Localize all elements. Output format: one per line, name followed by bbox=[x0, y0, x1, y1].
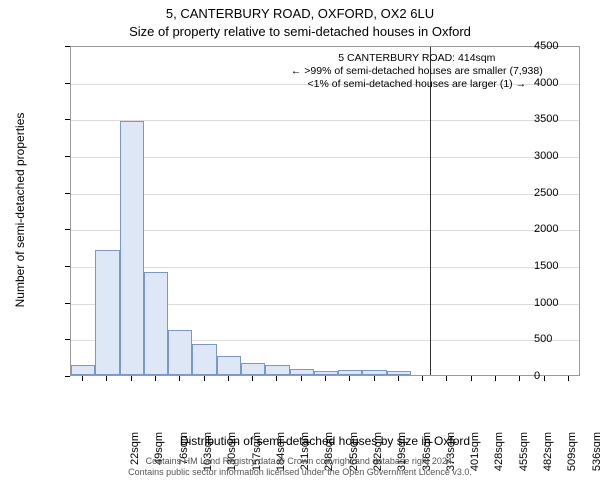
xtick-mark bbox=[325, 376, 326, 381]
xtick-mark bbox=[398, 376, 399, 381]
gridline bbox=[71, 120, 579, 121]
annotation-line-1: 5 CANTERBURY ROAD: 414sqm bbox=[264, 52, 570, 65]
xtick-mark bbox=[228, 376, 229, 381]
xtick-mark bbox=[446, 376, 447, 381]
ytick-label: 3500 bbox=[534, 113, 596, 125]
ytick-label: 500 bbox=[534, 333, 596, 345]
ytick-mark bbox=[65, 46, 70, 47]
ytick-mark bbox=[65, 339, 70, 340]
histogram-bar bbox=[265, 365, 289, 375]
y-axis-label: Number of semi-detached properties bbox=[13, 100, 27, 320]
histogram-bar bbox=[192, 344, 216, 375]
ytick-label: 1000 bbox=[534, 297, 596, 309]
gridline bbox=[71, 267, 579, 268]
xtick-mark bbox=[495, 376, 496, 381]
xtick-mark bbox=[82, 376, 83, 381]
ytick-mark bbox=[65, 303, 70, 304]
footer-line-2: Contains public sector information licen… bbox=[0, 467, 600, 478]
property-size-histogram: 5, CANTERBURY ROAD, OXFORD, OX2 6LU Size… bbox=[0, 0, 600, 500]
ytick-label: 2500 bbox=[534, 187, 596, 199]
gridline bbox=[71, 230, 579, 231]
histogram-bar bbox=[338, 370, 362, 375]
ytick-mark bbox=[65, 83, 70, 84]
xtick-mark bbox=[252, 376, 253, 381]
histogram-bar bbox=[120, 121, 144, 375]
histogram-bar bbox=[95, 250, 119, 375]
gridline bbox=[71, 157, 579, 158]
subject-marker-line bbox=[430, 47, 431, 375]
ytick-mark bbox=[65, 266, 70, 267]
gridline bbox=[71, 194, 579, 195]
histogram-bar bbox=[71, 365, 95, 375]
xtick-mark bbox=[131, 376, 132, 381]
ytick-label: 2000 bbox=[534, 223, 596, 235]
xtick-mark bbox=[471, 376, 472, 381]
chart-title-address: 5, CANTERBURY ROAD, OXFORD, OX2 6LU bbox=[0, 6, 600, 21]
subject-annotation: 5 CANTERBURY ROAD: 414sqm← >99% of semi-… bbox=[264, 52, 570, 91]
annotation-line-3: <1% of semi-detached houses are larger (… bbox=[264, 78, 570, 91]
xtick-mark bbox=[422, 376, 423, 381]
histogram-bar bbox=[144, 272, 168, 375]
histogram-bar bbox=[168, 330, 192, 375]
ytick-mark bbox=[65, 376, 70, 377]
chart-subtitle: Size of property relative to semi-detach… bbox=[0, 24, 600, 39]
xtick-mark bbox=[568, 376, 569, 381]
attribution-footer: Contains HM Land Registry data © Crown c… bbox=[0, 456, 600, 479]
xtick-mark bbox=[204, 376, 205, 381]
ytick-label: 1500 bbox=[534, 260, 596, 272]
xtick-mark bbox=[519, 376, 520, 381]
histogram-bar bbox=[314, 371, 338, 375]
histogram-bar bbox=[387, 371, 411, 375]
plot-area bbox=[70, 46, 580, 376]
xtick-mark bbox=[301, 376, 302, 381]
xtick-mark bbox=[106, 376, 107, 381]
ytick-label: 3000 bbox=[534, 150, 596, 162]
xtick-mark bbox=[374, 376, 375, 381]
histogram-bar bbox=[217, 356, 241, 375]
xtick-mark bbox=[349, 376, 350, 381]
xtick-mark bbox=[155, 376, 156, 381]
xtick-mark bbox=[179, 376, 180, 381]
x-axis-label: Distribution of semi-detached houses by … bbox=[70, 434, 580, 448]
ytick-mark bbox=[65, 229, 70, 230]
footer-line-1: Contains HM Land Registry data © Crown c… bbox=[0, 456, 600, 467]
histogram-bar bbox=[241, 363, 265, 375]
histogram-bar bbox=[362, 370, 386, 375]
xtick-mark bbox=[544, 376, 545, 381]
histogram-bar bbox=[290, 369, 314, 375]
ytick-label: 4500 bbox=[534, 40, 596, 52]
ytick-mark bbox=[65, 119, 70, 120]
ytick-mark bbox=[65, 156, 70, 157]
annotation-line-2: ← >99% of semi-detached houses are small… bbox=[264, 65, 570, 78]
ytick-mark bbox=[65, 193, 70, 194]
xtick-mark bbox=[276, 376, 277, 381]
